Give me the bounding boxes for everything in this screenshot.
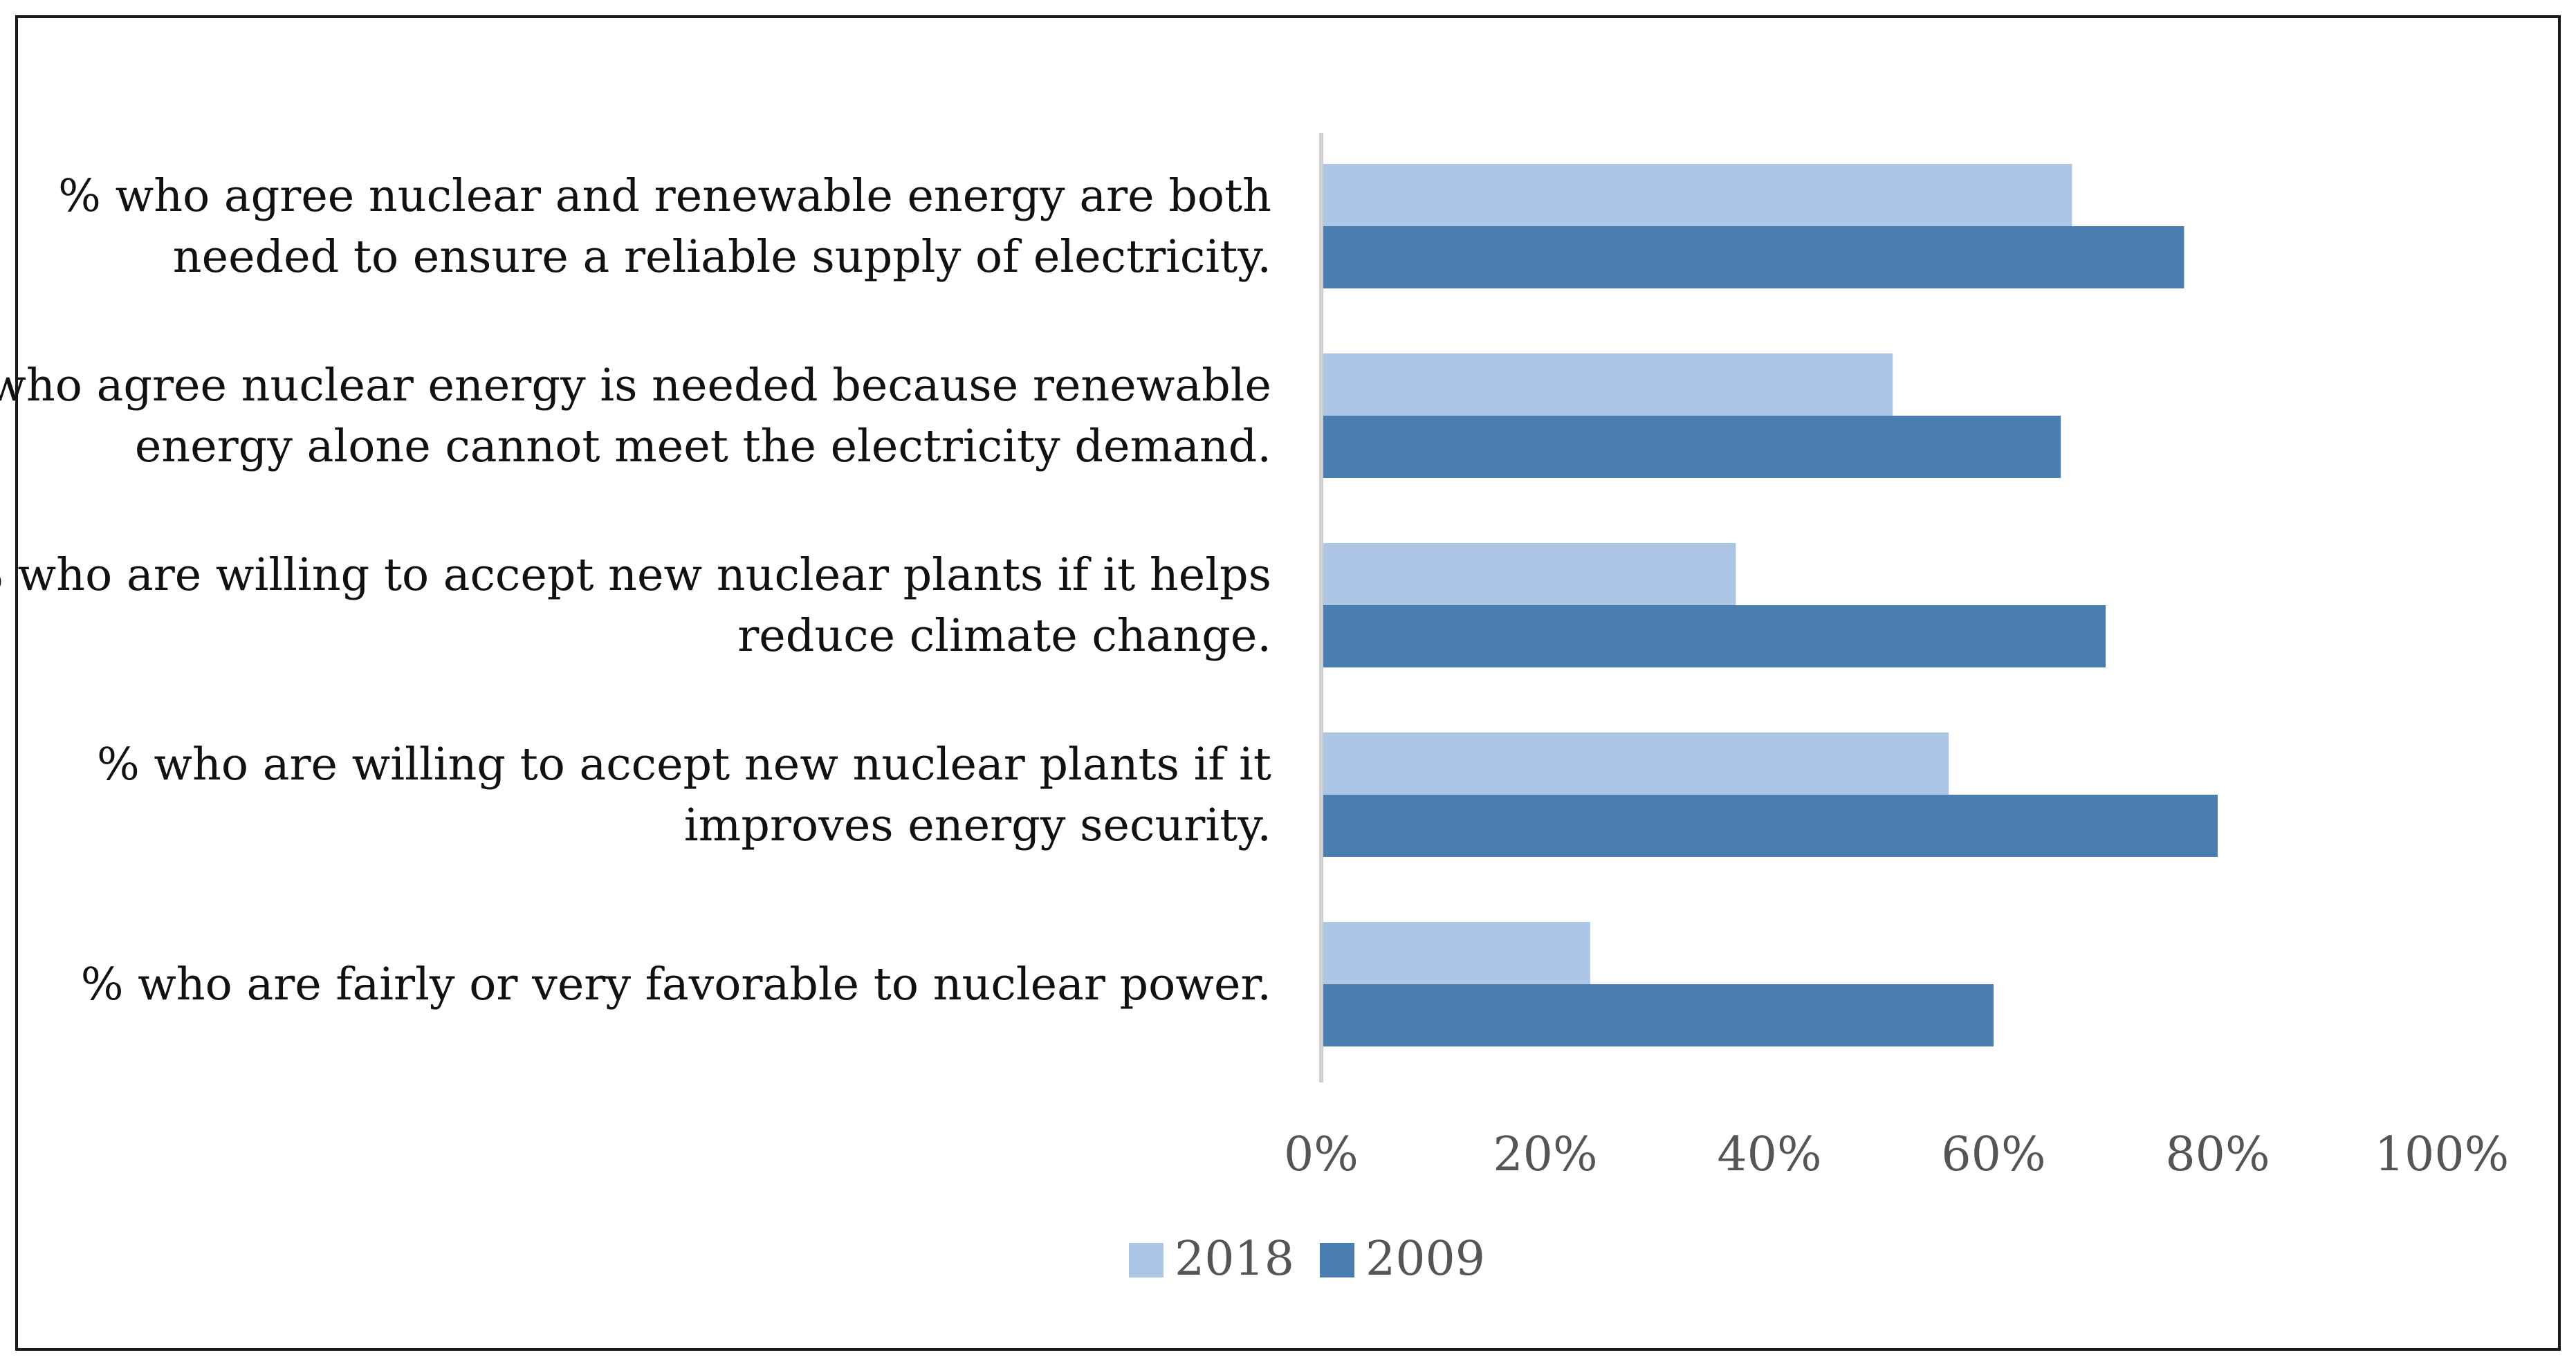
category-label: % who agree nuclear energy is needed bec… xyxy=(0,360,1271,472)
bar-2018 xyxy=(1321,164,2072,226)
category-label-line: needed to ensure a reliable supply of el… xyxy=(173,231,1271,283)
bar-2009 xyxy=(1321,416,2061,478)
chart-frame xyxy=(15,15,2561,1351)
bar-2018 xyxy=(1321,732,1949,795)
legend: 2018 2009 xyxy=(1129,1232,1485,1286)
bars xyxy=(1321,164,2218,1046)
category-label: % who are willing to accept new nuclear … xyxy=(0,549,1271,662)
legend-label-2009: 2009 xyxy=(1365,1232,1485,1286)
legend-swatch-2018 xyxy=(1129,1243,1163,1277)
x-tick-label: 0% xyxy=(1284,1127,1359,1182)
legend-swatch-2009 xyxy=(1320,1243,1354,1277)
x-axis-ticks: 0% 20% 40% 60% 80% 100% xyxy=(1284,1127,2509,1182)
bar-2018 xyxy=(1321,922,1590,984)
category-label-line: improves energy security. xyxy=(684,800,1271,851)
category-label: % who agree nuclear and renewable energy… xyxy=(58,170,1271,283)
bar-2009 xyxy=(1321,226,2184,288)
x-tick-label: 100% xyxy=(2375,1127,2509,1182)
category-label-line: reduce climate change. xyxy=(737,610,1271,662)
bar-2009 xyxy=(1321,795,2218,857)
category-labels: % who agree nuclear and renewable energy… xyxy=(0,170,1271,1010)
bar-2009 xyxy=(1321,605,2106,667)
category-label-line: % who agree nuclear energy is needed bec… xyxy=(0,360,1271,412)
bar-2018 xyxy=(1321,353,1893,416)
category-label-line: % who are willing to accept new nuclear … xyxy=(0,549,1271,601)
category-label: % who are fairly or very favorable to nu… xyxy=(81,959,1271,1010)
category-label-line: % who agree nuclear and renewable energy… xyxy=(58,170,1271,222)
bar-2018 xyxy=(1321,543,1736,605)
category-label-line: % who are fairly or very favorable to nu… xyxy=(81,959,1271,1010)
x-tick-label: 60% xyxy=(1941,1127,2045,1182)
x-tick-label: 40% xyxy=(1717,1127,1821,1182)
bar-2009 xyxy=(1321,984,1994,1046)
x-tick-label: 20% xyxy=(1493,1127,1597,1182)
category-label: % who are willing to accept new nuclear … xyxy=(97,739,1271,851)
category-label-line: energy alone cannot meet the electricity… xyxy=(135,421,1271,472)
category-label-line: % who are willing to accept new nuclear … xyxy=(97,739,1271,791)
legend-label-2018: 2018 xyxy=(1175,1232,1294,1286)
x-tick-label: 80% xyxy=(2165,1127,2270,1182)
